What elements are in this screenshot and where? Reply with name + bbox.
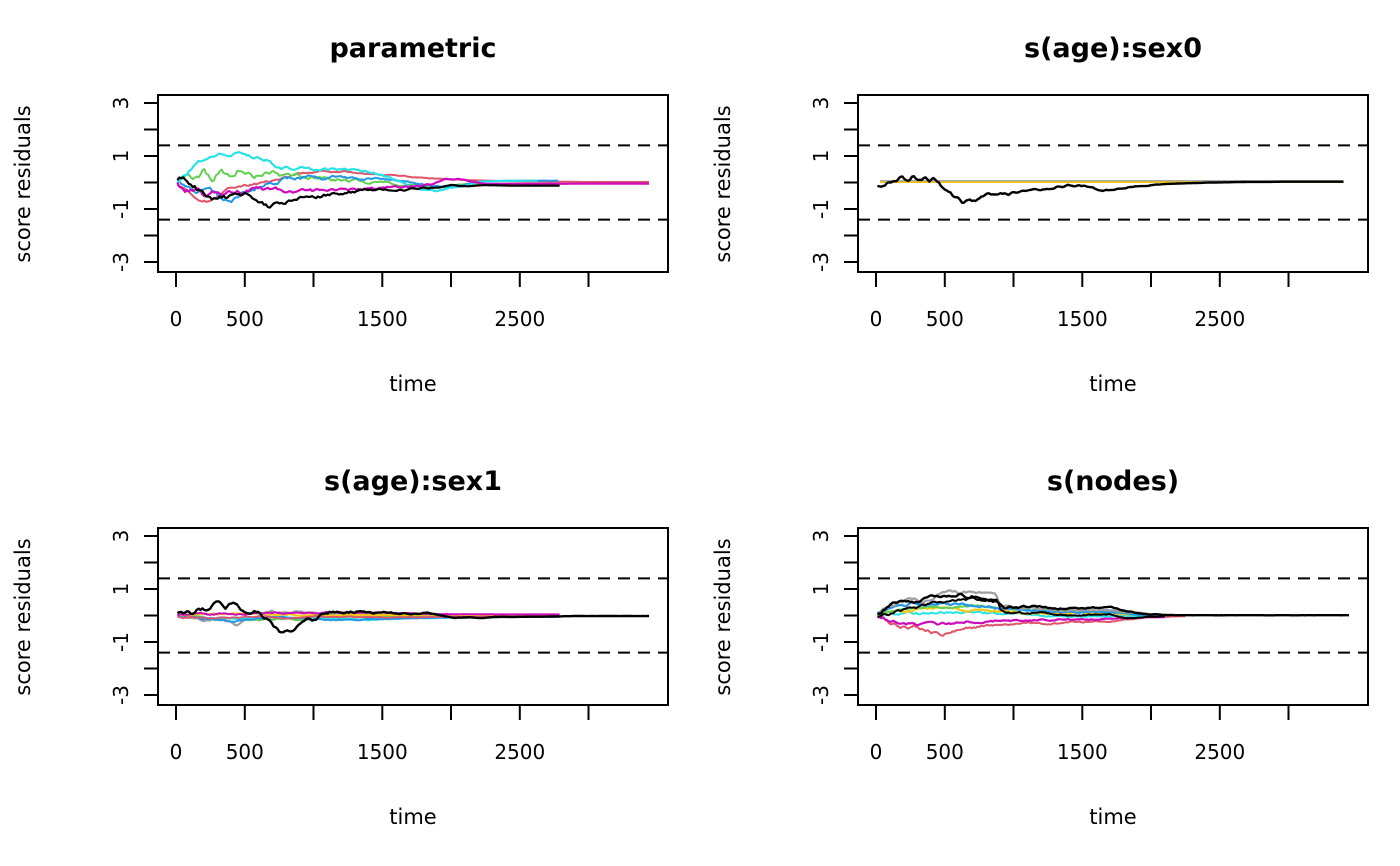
- series-line-black: [176, 600, 649, 634]
- plot-frame: [857, 94, 1369, 273]
- series-group: [877, 174, 1345, 205]
- series-group: [176, 151, 649, 209]
- series-group: [876, 589, 1349, 637]
- tick-labels: -3 -1 1 3 0 500 1500 2500: [109, 530, 545, 764]
- plot-title: s(age):sex0: [1024, 33, 1202, 64]
- y-tick-label: 3: [809, 530, 833, 543]
- plot-parametric: -3 -1 1 3 0 500 1500 2500 parametric time score…: [11, 33, 669, 396]
- y-tick-label: 1: [809, 583, 833, 596]
- y-tick-label: -1: [109, 199, 133, 219]
- plot-title: parametric: [329, 33, 496, 64]
- x-axis-label: time: [389, 805, 436, 829]
- chart-panel-parametric: -3 -1 1 3 0 500 1500 2500 parametric time score…: [0, 0, 700, 433]
- plot-content: -3 -1 1 3 0 500 1500 2500: [809, 94, 1369, 331]
- x-tick-label: 500: [226, 307, 264, 331]
- x-tick-label: 500: [926, 740, 964, 764]
- tick-labels: -3 -1 1 3 0 500 1500 2500: [809, 530, 1245, 764]
- plot-frame: [157, 94, 669, 273]
- y-tick-label: 1: [809, 150, 833, 163]
- tick-labels: -3 -1 1 3 0 500 1500 2500: [109, 97, 545, 331]
- y-tick-label: -3: [809, 685, 833, 705]
- x-axis-label: time: [1089, 372, 1136, 396]
- series-line-black2: [877, 596, 1166, 620]
- axes: [144, 102, 590, 287]
- y-tick-label: 3: [109, 97, 133, 110]
- plot-s-age-sex0: -3 -1 1 3 0 500 1500 2500 s(age):sex0 time scor…: [711, 33, 1369, 396]
- y-tick-label: -3: [809, 252, 833, 272]
- series-group: [176, 600, 649, 634]
- axes: [144, 535, 590, 720]
- y-tick-label: 3: [109, 530, 133, 543]
- chart-panel-s-nodes: -3 -1 1 3 0 500 1500 2500 s(nodes) time score r…: [700, 433, 1400, 866]
- x-tick-label: 0: [870, 307, 883, 331]
- plot-content: -3 -1 1 3 0 500 1500 2500: [109, 94, 669, 331]
- plot-frame: [857, 527, 1369, 706]
- y-tick-label: -1: [109, 632, 133, 652]
- x-axis-label: time: [389, 372, 436, 396]
- series-line-magenta: [877, 615, 1166, 627]
- x-tick-label: 1500: [1057, 307, 1108, 331]
- x-tick-label: 2500: [494, 307, 545, 331]
- plot-s-nodes: -3 -1 1 3 0 500 1500 2500 s(nodes) time score r…: [711, 466, 1369, 829]
- axes: [844, 535, 1290, 720]
- y-tick-label: -3: [109, 252, 133, 272]
- plot-title: s(age):sex1: [324, 466, 502, 497]
- y-tick-label: -1: [809, 199, 833, 219]
- x-tick-label: 500: [926, 307, 964, 331]
- plot-content: -3 -1 1 3 0 500 1500 2500: [809, 527, 1369, 764]
- x-tick-label: 0: [170, 740, 183, 764]
- x-tick-label: 2500: [494, 740, 545, 764]
- chart-panel-s-age-sex1: -3 -1 1 3 0 500 1500 2500 s(age):sex1 time scor…: [0, 433, 700, 866]
- y-tick-label: 1: [109, 583, 133, 596]
- series-line-black: [176, 176, 560, 209]
- y-axis-label: score residuals: [11, 538, 35, 695]
- plot-content: -3 -1 1 3 0 500 1500 2500: [109, 527, 669, 764]
- y-tick-label: -3: [109, 685, 133, 705]
- y-tick-label: 1: [109, 150, 133, 163]
- x-tick-label: 1500: [1057, 740, 1108, 764]
- series-line-black: [877, 174, 1345, 205]
- x-axis-label: time: [1089, 805, 1136, 829]
- x-tick-label: 0: [870, 740, 883, 764]
- y-axis-label: score residuals: [711, 538, 735, 695]
- y-tick-label: -1: [809, 632, 833, 652]
- tick-labels: -3 -1 1 3 0 500 1500 2500: [809, 97, 1245, 331]
- x-tick-label: 1500: [357, 740, 408, 764]
- x-tick-label: 1500: [357, 307, 408, 331]
- x-tick-label: 2500: [1194, 307, 1245, 331]
- axes: [844, 102, 1290, 287]
- y-tick-label: 3: [809, 97, 833, 110]
- y-axis-label: score residuals: [711, 105, 735, 262]
- plot-frame: [157, 527, 669, 706]
- chart-panel-s-age-sex0: -3 -1 1 3 0 500 1500 2500 s(age):sex0 time scor…: [700, 0, 1400, 433]
- x-tick-label: 0: [170, 307, 183, 331]
- y-axis-label: score residuals: [11, 105, 35, 262]
- series-line-magenta: [176, 177, 649, 198]
- plot-title: s(nodes): [1047, 466, 1179, 497]
- series-line-black: [877, 592, 1349, 617]
- x-tick-label: 2500: [1194, 740, 1245, 764]
- plot-s-age-sex1: -3 -1 1 3 0 500 1500 2500 s(age):sex1 time scor…: [11, 466, 669, 829]
- series-line-red: [176, 169, 649, 203]
- x-tick-label: 500: [226, 740, 264, 764]
